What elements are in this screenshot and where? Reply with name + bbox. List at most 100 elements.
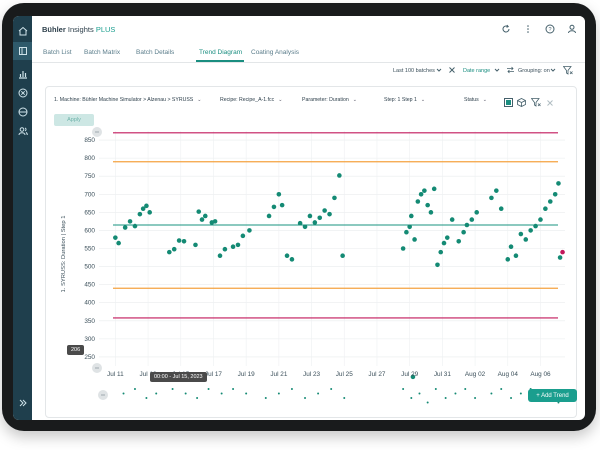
overview-point — [519, 392, 522, 395]
x-tick-label: Aug 02 — [465, 371, 486, 378]
add-trend-button[interactable]: + Add Trend — [528, 389, 577, 402]
x-tick-label: Jul 23 — [303, 371, 320, 378]
data-point — [498, 206, 504, 212]
user-icon[interactable] — [565, 22, 579, 36]
tab-coating-analysis[interactable]: Coating Analysis — [251, 49, 300, 56]
date-range-selector[interactable]: Date range — [463, 68, 491, 74]
overview-point — [207, 388, 210, 390]
refresh-icon[interactable] — [499, 22, 513, 36]
overview-point — [434, 388, 437, 390]
x-tick-label: Jul 19 — [238, 371, 255, 378]
expand-sidebar-icon[interactable] — [13, 394, 32, 412]
step-selector-label: Step: 1 Step 1 — [384, 97, 417, 103]
color-swatch-icon[interactable] — [504, 94, 513, 112]
overview-point — [290, 388, 293, 390]
apply-button[interactable]: Apply — [54, 114, 94, 126]
data-point — [132, 223, 138, 229]
grouping-chevron-icon[interactable] — [549, 66, 557, 76]
overview-point — [330, 388, 333, 390]
help-icon[interactable]: ? — [543, 22, 557, 36]
data-point — [337, 173, 342, 178]
tab-batch-details[interactable]: Batch Details — [136, 49, 175, 56]
range-selector[interactable]: Last 100 batches — [393, 68, 435, 74]
overview-strip[interactable] — [122, 388, 560, 404]
data-point — [235, 242, 241, 248]
y-tick-label: 800 — [84, 155, 95, 162]
data-point — [332, 195, 337, 201]
y-tooltip: 206 — [67, 345, 85, 355]
x-tick-label: Jul 31 — [434, 371, 451, 378]
overview-point — [317, 392, 320, 395]
tab-trend-diagram[interactable]: Trend Diagram — [199, 49, 243, 56]
data-point — [400, 246, 406, 251]
overview-point — [133, 388, 136, 390]
data-points — [113, 173, 565, 380]
data-point — [461, 229, 466, 235]
data-point — [533, 223, 538, 229]
data-point — [494, 188, 499, 193]
tab-batch-list[interactable]: Batch List — [43, 49, 72, 56]
swap-arrows-icon[interactable] — [506, 66, 515, 76]
trend-chart: 250300350400450500550600650700750800850 … — [61, 127, 575, 404]
y-tick-label: 250 — [84, 354, 95, 361]
data-point — [409, 213, 414, 219]
chevron-down-icon: ⌄ — [482, 97, 488, 103]
batch-icon[interactable] — [13, 42, 32, 60]
y-tick-label: 600 — [84, 227, 95, 234]
y-tick-label: 750 — [84, 173, 95, 180]
overview-point — [184, 392, 187, 395]
filter-clear-icon[interactable] — [562, 66, 573, 77]
machine-selector[interactable]: 1. Machine: Bühler Machine Simulator > A… — [54, 97, 202, 103]
date-range-chevron-icon[interactable] — [493, 66, 501, 76]
status-selector[interactable]: Status ⌄ — [464, 97, 487, 103]
tab-batch-matrix[interactable]: Batch Matrix — [84, 49, 121, 56]
x-tick-label: Jul 17 — [205, 371, 222, 378]
data-point — [543, 206, 548, 212]
tablet-frame: Bühler Insights PLUS ? Batch List Ba — [2, 3, 596, 431]
app-screen: Bühler Insights PLUS ? Batch List Ba — [13, 16, 585, 420]
x-tick-label: Aug 04 — [498, 371, 519, 378]
recipe-selector[interactable]: Recipe: Recipe_A-1.fcc ⌄ — [220, 97, 283, 103]
cancel-circle-icon[interactable] — [13, 84, 32, 102]
x-tick-label: Jul 13 — [140, 371, 157, 378]
range-chevron-icon[interactable] — [435, 66, 443, 76]
data-point — [556, 181, 561, 186]
data-point — [127, 219, 133, 224]
data-point — [412, 237, 417, 242]
data-point — [284, 253, 290, 259]
data-point — [247, 228, 252, 233]
data-point — [144, 203, 149, 209]
filter-off-icon[interactable] — [530, 94, 541, 112]
step-selector[interactable]: Step: 1 Step 1 ⌄ — [384, 97, 425, 103]
overview-point — [500, 388, 503, 390]
data-point — [513, 253, 519, 259]
home-icon[interactable] — [13, 22, 32, 40]
overview-point — [426, 401, 429, 404]
data-point — [137, 211, 143, 217]
database-icon[interactable] — [13, 103, 32, 121]
data-point — [113, 235, 118, 240]
chevron-down-icon: ⌄ — [197, 97, 202, 103]
machine-selector-label: 1. Machine: Bühler Machine Simulator > A… — [54, 97, 194, 103]
x-tick-label: Jul 25 — [336, 371, 353, 378]
data-point — [422, 188, 427, 193]
parameter-selector[interactable]: Parameter: Duration ⌄ — [302, 97, 357, 103]
sidebar — [13, 16, 32, 420]
data-point — [122, 225, 128, 230]
users-icon[interactable] — [13, 122, 32, 140]
close-icon[interactable] — [546, 94, 554, 112]
overview-point — [490, 392, 493, 395]
data-point — [297, 220, 303, 226]
data-point — [327, 211, 332, 217]
close-icon[interactable] — [448, 66, 456, 76]
cube-icon[interactable] — [517, 94, 526, 112]
parameter-selector-label: Parameter: Duration — [302, 97, 349, 103]
trend-panel: 1. Machine: Bühler Machine Simulator > A… — [45, 86, 577, 418]
data-point — [508, 244, 514, 249]
more-options-icon[interactable] — [521, 22, 535, 36]
bar-chart-icon[interactable] — [13, 65, 32, 83]
data-point — [464, 222, 470, 228]
data-point — [418, 191, 424, 197]
data-point — [547, 199, 553, 204]
grouping-toggle[interactable]: Grouping: on — [518, 68, 550, 74]
